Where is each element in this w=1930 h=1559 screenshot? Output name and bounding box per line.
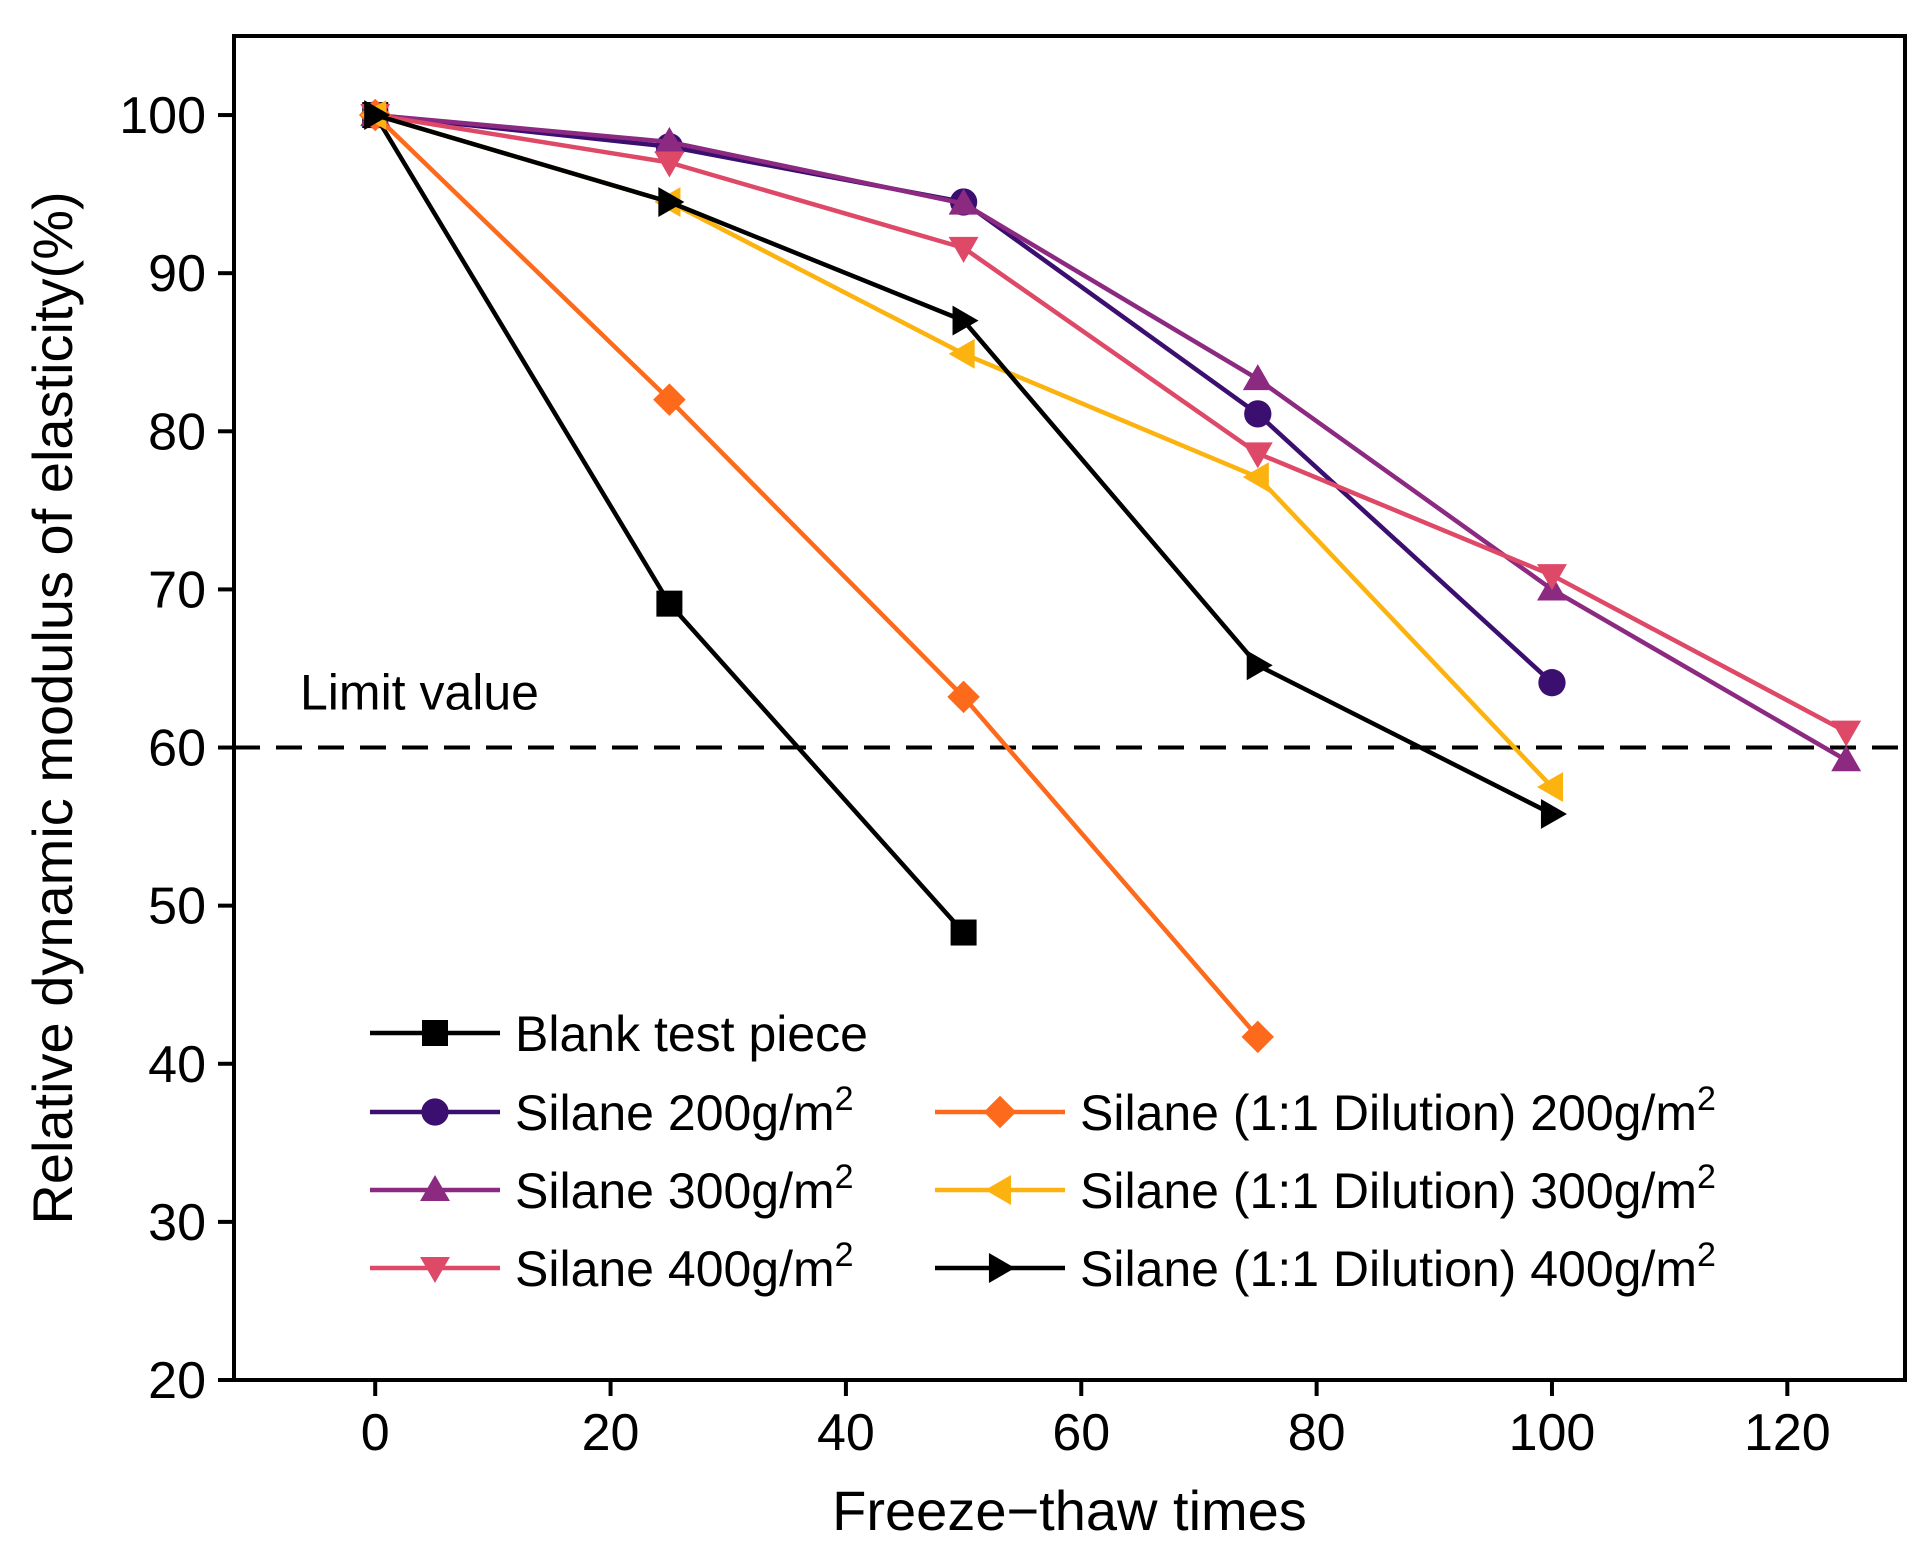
data-point [653,383,686,416]
y-tick-label: 40 [148,1036,206,1094]
legend-marker [420,1256,450,1283]
legend-label: Silane (1:1 Dilution) 300g/m2 [1080,1158,1716,1219]
data-point [1831,745,1862,772]
data-point [948,338,975,369]
x-tick-label: 0 [361,1404,390,1462]
data-point [654,151,685,178]
data-point [1242,364,1273,391]
legend-entry: Silane 400g/m2 [370,1236,854,1297]
x-tick-label: 80 [1288,1404,1346,1462]
legend-label: Blank test piece [515,1006,868,1062]
data-point [656,590,683,617]
data-point [1241,1020,1275,1054]
legend-entry: Silane 200g/m2 [370,1080,854,1141]
y-tick-label: 30 [148,1194,206,1252]
legend-entry: Blank test piece [370,1006,868,1062]
legend-marker [983,1095,1017,1129]
data-point [1538,669,1566,697]
data-point [1242,442,1273,469]
data-point [948,236,979,263]
legend-label: Silane (1:1 Dilution) 400g/m2 [1080,1236,1716,1297]
series-2 [360,100,1862,772]
y-tick-label: 80 [148,403,206,461]
data-point [1246,650,1273,681]
x-tick-label: 40 [817,1404,875,1462]
legend-marker [421,1098,449,1126]
legend-label: Silane 200g/m2 [515,1080,854,1141]
series-4 [358,98,1275,1054]
y-tick-label: 50 [148,878,206,936]
x-tick-label: 120 [1744,1404,1831,1462]
data-point [1537,564,1567,591]
series-6 [364,100,1567,829]
data-point [1831,720,1862,747]
legend-label: Silane (1:1 Dilution) 200g/m2 [1080,1080,1716,1141]
data-point [1244,400,1272,428]
series-line [373,113,966,935]
y-tick-label: 100 [119,87,206,145]
legend-marker [988,1253,1015,1283]
series-line [373,113,1260,1039]
series-3 [360,104,1862,747]
plot-area [234,98,1905,1054]
data-point [654,126,685,153]
data-point [658,187,685,217]
legend-entry: Silane (1:1 Dilution) 200g/m2 [935,1080,1716,1141]
legend-label: Silane 400g/m2 [515,1236,854,1297]
y-axis-title: Relative dynamic modulus of elasticity(%… [21,191,84,1224]
legend-entry: Silane (1:1 Dilution) 300g/m2 [935,1158,1716,1219]
data-point [950,919,977,946]
legend-marker [422,1020,448,1046]
data-point [947,680,980,714]
y-tick-label: 20 [148,1352,206,1410]
series-line [374,112,1848,734]
legend-entry: Silane 300g/m2 [370,1158,854,1219]
legend-label: Silane 300g/m2 [515,1158,854,1219]
data-point [1242,462,1269,493]
legend: Blank test piece Silane 200g/m2 Silane 300… [370,1006,1716,1297]
data-point [1540,798,1567,829]
y-tick-label: 90 [148,245,206,303]
series-line [375,112,1848,763]
data-point [948,188,979,215]
data-point [364,100,391,131]
y-tick-label: 70 [148,561,206,619]
x-tick-label: 20 [582,1404,640,1462]
data-point [952,305,979,336]
legend-marker [420,1175,450,1202]
legend-entry: Silane (1:1 Dilution) 400g/m2 [935,1236,1716,1297]
x-tick-label: 100 [1509,1404,1596,1462]
y-tick-label: 60 [148,720,206,778]
x-tick-label: 60 [1052,1404,1110,1462]
limit-value-label: Limit value [300,665,539,721]
series-0 [362,102,977,946]
plot-frame [232,34,1907,1382]
legend-marker [985,1175,1012,1205]
axis-ticks: 0 20 40 60 80 100 120 20 30 40 50 60 70 80 90 100 [119,87,1830,1462]
x-axis-title: Freeze−thaw times [832,1479,1307,1542]
data-point [1537,772,1564,803]
